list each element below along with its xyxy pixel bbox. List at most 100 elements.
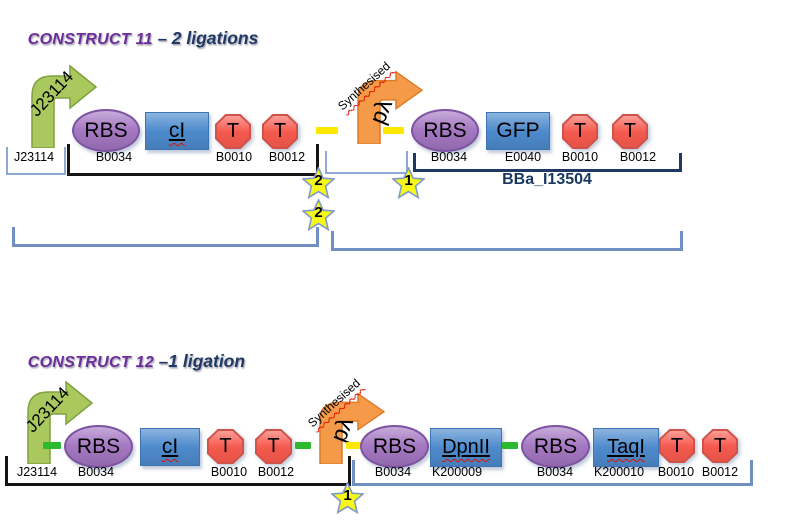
star-number: 1 <box>404 172 413 189</box>
rbs-ellipse: RBS <box>521 425 590 468</box>
taqi-gene-box: TaqI <box>593 428 659 467</box>
ci-gene-box: cI <box>145 112 209 150</box>
part-id-label: B0010 <box>215 150 253 164</box>
assembled-junction-dash <box>43 442 61 449</box>
ci-wavy-underline: cI <box>169 119 185 143</box>
octagon-fill <box>614 116 646 147</box>
part-id-label: B0034 <box>77 465 115 479</box>
promoter-bent-arrow-icon <box>31 64 98 148</box>
part-id-label: B0010 <box>561 150 599 164</box>
assembly-right-bracket <box>331 231 683 251</box>
rbs-ellipse: RBS <box>64 425 133 468</box>
star-number: 2 <box>314 172 323 189</box>
ligation-site-dash <box>316 127 338 134</box>
part-id-label: K200010 <box>593 465 645 479</box>
right-fragment-bracket <box>352 460 753 486</box>
octagon-fill <box>661 431 693 461</box>
title-dash: – <box>154 352 169 371</box>
dpnii-gene-box: DpnII <box>430 428 502 467</box>
rbs-label: RBS <box>533 434 578 458</box>
terminator-octagon: T <box>255 429 292 464</box>
terminator-label: T <box>623 120 637 142</box>
rbs-label: RBS <box>423 118 467 142</box>
star-icon <box>391 166 426 200</box>
bba-group-bracket <box>413 153 682 172</box>
part-id-label: B0034 <box>95 150 133 164</box>
octagon-fill <box>264 116 296 147</box>
octagon-shape: T <box>612 114 648 149</box>
rbs-ellipse: RBS <box>360 425 429 468</box>
rbs-ellipse: RBS <box>72 109 140 152</box>
terminator-octagon: T <box>207 429 244 464</box>
part-id-label: J23114 <box>16 465 58 479</box>
rbs-ellipse: RBS <box>411 109 479 152</box>
part-id-label: B0012 <box>701 465 739 479</box>
part-id-label: B0034 <box>374 465 412 479</box>
octagon-fill <box>209 431 242 462</box>
ligation-1-star: 1 <box>330 481 365 515</box>
part-id-label: B0010 <box>210 465 248 479</box>
part-id-label: B0012 <box>268 150 306 164</box>
ligation-2-star-lower: 2 <box>301 198 336 232</box>
terminator-octagon: T <box>659 429 695 463</box>
rbs-label: RBS <box>84 118 128 142</box>
part-id-label: J23114 <box>13 150 55 164</box>
terminator-octagon: T <box>702 429 738 463</box>
terminator-label: T <box>670 434 684 457</box>
ligation-count-label: 1 ligation <box>168 351 246 371</box>
ligation-site-dash <box>383 127 404 134</box>
octagon-shape: T <box>562 114 598 149</box>
octagon-fill <box>564 116 596 147</box>
part-id-label: K200009 <box>431 465 483 479</box>
star-number: 2 <box>314 204 323 221</box>
assembly-left-bracket <box>12 227 319 247</box>
rbs-label: RBS <box>76 434 121 458</box>
terminator-label: T <box>267 435 280 457</box>
octagon-fill <box>704 431 736 461</box>
gfp-gene-box: GFP <box>486 112 550 150</box>
ligation-1-star: 1 <box>391 166 426 200</box>
rbs-label: RBS <box>372 434 417 458</box>
ci-gene-box: cI <box>140 428 200 466</box>
ligation-2-star: 2 <box>301 166 336 200</box>
left-fragment-bracket <box>67 144 319 176</box>
terminator-octagon: T <box>612 114 648 149</box>
part-id-label: B0012 <box>257 465 295 479</box>
octagon-fill <box>257 431 290 462</box>
gfp-label: GFP <box>496 119 540 142</box>
ci-label: cI <box>161 435 179 458</box>
octagon-shape: T <box>207 429 244 464</box>
synthesised-promoter-arrow-icon <box>319 392 386 464</box>
assembled-junction-dash <box>295 442 311 449</box>
part-id-label: B0010 <box>657 465 695 479</box>
ligation-site-dash <box>346 442 366 449</box>
bba-group-label: BBa_I13504 <box>502 171 592 188</box>
construct-12-name: CONSTRUCT 12 <box>27 354 155 371</box>
terminator-label: T <box>273 120 287 142</box>
synthesised-fragment-bracket <box>325 151 408 174</box>
ligation-count-label: 2 ligations <box>171 28 259 48</box>
terminator-label: T <box>573 120 587 142</box>
taqi-wavy-underline: TaqI <box>607 436 645 459</box>
star-icon <box>330 481 365 515</box>
octagon-fill <box>217 116 249 147</box>
title-dash: – <box>152 29 172 48</box>
part-id-label: B0034 <box>430 150 468 164</box>
terminator-label: T <box>226 120 240 142</box>
terminator-octagon: T <box>562 114 598 149</box>
dpnii-wavy-underline: DpnII <box>442 436 490 459</box>
left-fragment-bracket <box>5 456 351 486</box>
part-id-label: E0040 <box>504 150 542 164</box>
part-id-label: B0034 <box>536 465 574 479</box>
octagon-shape: T <box>659 429 695 463</box>
terminator-octagon: T <box>262 114 298 149</box>
terminator-octagon: T <box>215 114 251 149</box>
octagon-shape: T <box>255 429 292 464</box>
part-id-label: B0012 <box>619 150 657 164</box>
star-icon <box>301 166 336 200</box>
dpnii-label: DpnII <box>442 436 490 458</box>
assembled-junction-dash <box>502 442 518 449</box>
terminator-label: T <box>219 435 232 457</box>
ci-wavy-underline: cI <box>162 435 178 459</box>
octagon-shape: T <box>215 114 251 149</box>
